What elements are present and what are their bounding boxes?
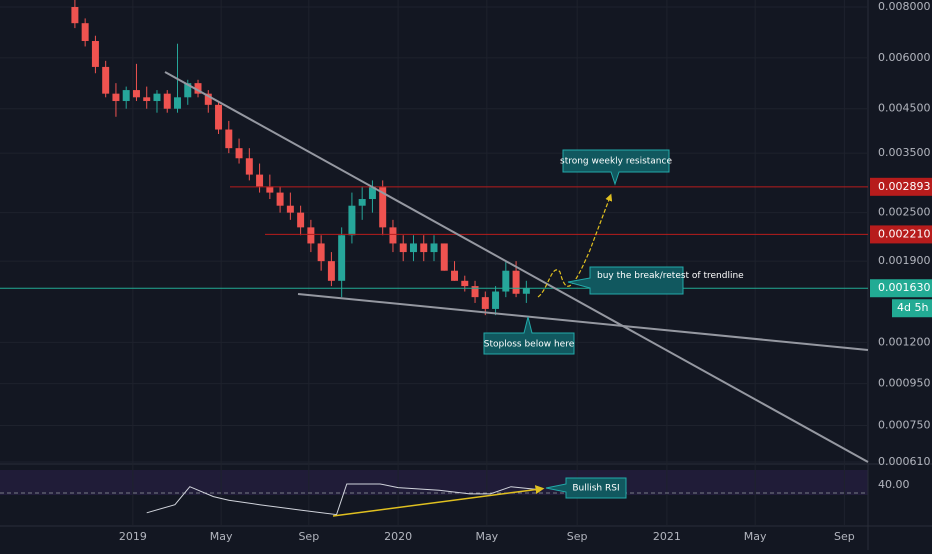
price-label: 0.002210 <box>878 227 931 240</box>
candle-body <box>358 199 366 206</box>
countdown: 4d 5h <box>897 301 928 314</box>
price-label-bg <box>870 279 932 298</box>
candle-body <box>245 158 253 175</box>
callout-box <box>567 266 684 295</box>
callout-box <box>562 149 670 186</box>
axes: 0.008000 0.006000 0.004500 0.003500 0.002500… <box>119 0 932 543</box>
price-label-bg <box>870 225 932 244</box>
x-tick-label: 2020 <box>384 530 412 543</box>
annotation: buy the break/retest of trendline <box>597 271 744 281</box>
candle-body <box>481 297 489 309</box>
trendline <box>297 293 869 351</box>
candle-body <box>132 90 140 98</box>
candle-body <box>235 148 243 159</box>
price-label-bg <box>870 177 932 196</box>
callout: buy the break/retest of trendline <box>567 266 744 295</box>
candle-body <box>420 243 428 253</box>
candle-body <box>143 97 151 102</box>
candle-body <box>91 41 99 67</box>
candle-body <box>399 243 407 253</box>
candle-body <box>215 104 223 130</box>
candle-body <box>256 174 264 187</box>
candle-body <box>512 270 520 294</box>
candle-body <box>409 243 417 253</box>
y-tick-label: 0.002500 <box>878 206 931 219</box>
rsi-line <box>146 483 537 516</box>
candle-body <box>317 243 325 262</box>
candle-body <box>174 97 181 109</box>
candle-body <box>502 270 510 292</box>
x-tick-label: Sep <box>834 530 855 543</box>
candle-body <box>492 291 500 309</box>
price-label: 0.001630 <box>878 281 931 294</box>
y-tick-label: 0.003500 <box>878 146 931 159</box>
y-tick-label: 0.000750 <box>878 418 931 431</box>
annotation: strong weekly resistance <box>560 157 672 167</box>
rsi-band <box>0 470 868 495</box>
annotation-text: buy the break/retest of trendline <box>597 271 744 281</box>
y-tick-label: 0.000610 <box>878 455 931 468</box>
candle-body <box>286 205 294 213</box>
candle-body <box>297 212 305 228</box>
candle-body <box>81 23 89 42</box>
callout: strong weekly resistance <box>560 149 672 186</box>
candle-body <box>451 270 459 281</box>
annotation: Stoploss below here <box>484 340 575 350</box>
candle-body <box>194 83 202 94</box>
candle-body <box>368 186 376 200</box>
callout: Stoploss below here <box>483 316 575 355</box>
y-tick-label: 0.001900 <box>878 254 931 267</box>
y-tick-label: 0.006000 <box>878 51 931 64</box>
trendline <box>164 71 869 463</box>
x-tick-label: May <box>744 530 767 543</box>
candle-body <box>338 235 346 281</box>
y-tick-label: 0.004500 <box>878 102 931 115</box>
y-tick-label: 0.000950 <box>878 377 931 390</box>
candle-body <box>307 227 315 244</box>
candle-body <box>122 90 130 102</box>
x-tick-label: Sep <box>567 530 588 543</box>
countdown-bg <box>892 299 932 318</box>
x-tick-label: 2019 <box>119 530 147 543</box>
candle-body <box>71 7 79 24</box>
callout-box <box>545 477 627 499</box>
candle-body <box>276 192 284 206</box>
candle-body <box>379 186 387 228</box>
candle-body <box>163 93 171 109</box>
x-tick-label: May <box>210 530 233 543</box>
candle-body <box>184 83 192 98</box>
price-label: 0.002893 <box>878 180 931 193</box>
candle-body <box>430 243 438 253</box>
candle-body <box>461 280 469 287</box>
plot <box>0 0 868 516</box>
candle-body <box>348 205 356 236</box>
annotation: Bullish RSI <box>572 484 619 494</box>
candle-body <box>471 286 479 298</box>
x-tick-label: 2021 <box>653 530 681 543</box>
grid <box>0 0 868 526</box>
callout-box <box>483 316 575 355</box>
y-tick-label: 0.001200 <box>878 335 931 348</box>
candle-body <box>225 129 233 149</box>
candle-body <box>522 288 530 294</box>
callout: Bullish RSI <box>545 477 627 499</box>
projection-arrow <box>537 193 613 298</box>
candle-body <box>153 93 161 102</box>
x-tick-label: May <box>475 530 498 543</box>
x-tick-label: Sep <box>298 530 319 543</box>
rsi-tick-label: 40.00 <box>878 478 910 491</box>
candle-body <box>327 261 335 281</box>
y-tick-label: 0.008000 <box>878 0 931 13</box>
candle-body <box>389 227 397 244</box>
candle-body <box>102 66 110 94</box>
candle-body <box>112 93 120 102</box>
candle-body <box>204 93 212 105</box>
candle-body <box>266 186 274 193</box>
candle-body <box>440 243 448 271</box>
divergence-line <box>332 485 545 517</box>
